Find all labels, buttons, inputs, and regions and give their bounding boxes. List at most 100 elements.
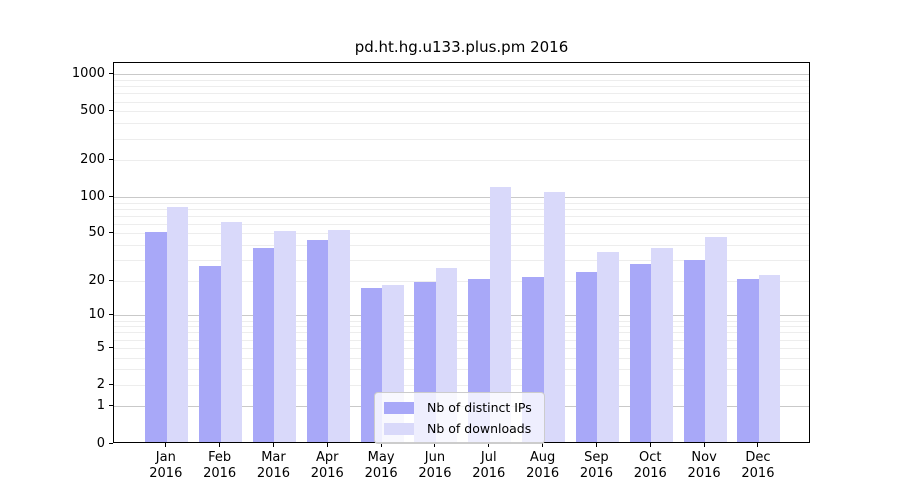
bar-downloads-dec <box>758 274 781 442</box>
x-tick-nov <box>703 443 705 447</box>
gridline-minor-80 <box>114 208 809 210</box>
gridline-minor-7 <box>114 332 809 334</box>
gridline-minor-90 <box>114 202 809 204</box>
x-tick-jun <box>434 443 436 447</box>
bar-downloads-jan <box>166 207 189 442</box>
gridline-minor-6 <box>114 339 809 341</box>
y-tick-label-50: 50 <box>88 225 105 241</box>
legend-label-downloads: Nb of downloads <box>427 421 532 436</box>
legend-item-downloads: Nb of downloads <box>384 421 532 436</box>
gridline-minor-30 <box>114 260 809 262</box>
legend-label-distinct-ips: Nb of distinct IPs <box>427 400 532 415</box>
gridline-minor-800 <box>114 86 809 88</box>
x-tick-mar <box>272 443 274 447</box>
y-tick-500 <box>109 110 113 112</box>
y-tick-label-10: 10 <box>88 307 105 323</box>
x-tick-label-nov: Nov 2016 <box>687 450 721 481</box>
y-tick-20 <box>109 279 113 281</box>
x-tick-apr <box>326 443 328 447</box>
bar-downloads-sep <box>597 252 619 442</box>
x-tick-label-feb: Feb 2016 <box>203 450 237 481</box>
gridline-minor-200 <box>114 160 809 162</box>
x-tick-label-jul: Jul 2016 <box>472 450 506 481</box>
y-tick-label-2: 2 <box>96 376 105 392</box>
gridline-major-10 <box>114 315 809 317</box>
bar-ips-mar <box>252 247 275 442</box>
gridline-minor-600 <box>114 101 809 103</box>
y-tick-label-20: 20 <box>88 272 105 288</box>
gridline-major-100 <box>114 196 809 198</box>
y-tick-2 <box>109 383 113 385</box>
y-tick-1 <box>109 405 113 407</box>
legend-swatch-distinct-ips <box>384 401 414 414</box>
x-tick-label-sep: Sep 2016 <box>579 450 613 481</box>
y-tick-200 <box>109 159 113 161</box>
x-tick-label-aug: Aug 2016 <box>526 450 560 481</box>
y-tick-1000 <box>109 73 113 75</box>
x-tick-label-jun: Jun 2016 <box>418 450 452 481</box>
gridline-minor-9 <box>114 320 809 322</box>
y-tick-50 <box>109 232 113 234</box>
gridline-minor-8 <box>114 326 809 328</box>
bar-downloads-jul <box>489 187 512 442</box>
x-tick-label-apr: Apr 2016 <box>310 450 344 481</box>
legend: Nb of distinct IPs Nb of downloads <box>374 392 545 444</box>
bar-ips-sep <box>575 272 598 442</box>
y-tick-100 <box>109 195 113 197</box>
gridline-minor-20 <box>114 280 809 282</box>
gridline-minor-400 <box>114 123 809 125</box>
x-tick-label-oct: Oct 2016 <box>633 450 667 481</box>
gridline-minor-40 <box>114 245 809 247</box>
y-tick-5 <box>109 346 113 348</box>
gridline-minor-70 <box>114 215 809 217</box>
gridline-minor-500 <box>114 111 809 113</box>
bar-downloads-oct <box>651 247 673 442</box>
gridline-minor-300 <box>114 138 809 140</box>
gridline-minor-60 <box>114 223 809 225</box>
bar-ips-nov <box>683 260 706 442</box>
y-tick-0 <box>109 442 113 444</box>
x-tick-aug <box>542 443 544 447</box>
x-tick-oct <box>649 443 651 447</box>
y-tick-label-5: 5 <box>96 339 105 355</box>
bar-downloads-nov <box>705 237 727 442</box>
gridline-minor-3 <box>114 369 809 371</box>
x-tick-label-mar: Mar 2016 <box>256 450 290 481</box>
bar-ips-oct <box>629 264 652 442</box>
gridline-minor-4 <box>114 357 809 359</box>
bar-downloads-apr <box>328 229 350 442</box>
y-tick-label-1000: 1000 <box>71 66 105 82</box>
gridline-minor-5 <box>114 347 809 349</box>
bar-downloads-feb <box>220 222 243 442</box>
x-tick-jan <box>165 443 167 447</box>
x-tick-label-may: May 2016 <box>364 450 398 481</box>
gridline-major-1000 <box>114 74 809 76</box>
x-tick-feb <box>219 443 221 447</box>
gridline-minor-2 <box>114 384 809 386</box>
x-tick-dec <box>757 443 759 447</box>
x-tick-jul <box>488 443 490 447</box>
x-tick-sep <box>595 443 597 447</box>
x-tick-label-dec: Dec 2016 <box>741 450 775 481</box>
bar-ips-dec <box>737 279 759 442</box>
x-tick-may <box>380 443 382 447</box>
y-tick-label-1: 1 <box>96 398 105 414</box>
x-tick-label-jan: Jan 2016 <box>149 450 183 481</box>
bar-ips-feb <box>199 265 221 442</box>
bar-ips-jan <box>145 231 167 442</box>
gridline-minor-900 <box>114 80 809 82</box>
gridline-minor-50 <box>114 233 809 235</box>
legend-item-distinct-ips: Nb of distinct IPs <box>384 400 532 415</box>
bar-ips-apr <box>306 239 329 442</box>
bar-downloads-mar <box>274 230 296 442</box>
y-tick-label-200: 200 <box>80 152 105 168</box>
legend-swatch-downloads <box>384 422 414 435</box>
y-tick-label-0: 0 <box>96 435 105 451</box>
plot-area: Nb of distinct IPs Nb of downloads <box>113 62 810 444</box>
y-tick-label-500: 500 <box>80 103 105 119</box>
chart-title: pd.ht.hg.u133.plus.pm 2016 <box>354 38 569 56</box>
gridline-minor-700 <box>114 93 809 95</box>
y-tick-label-100: 100 <box>80 188 105 204</box>
y-tick-10 <box>109 314 113 316</box>
